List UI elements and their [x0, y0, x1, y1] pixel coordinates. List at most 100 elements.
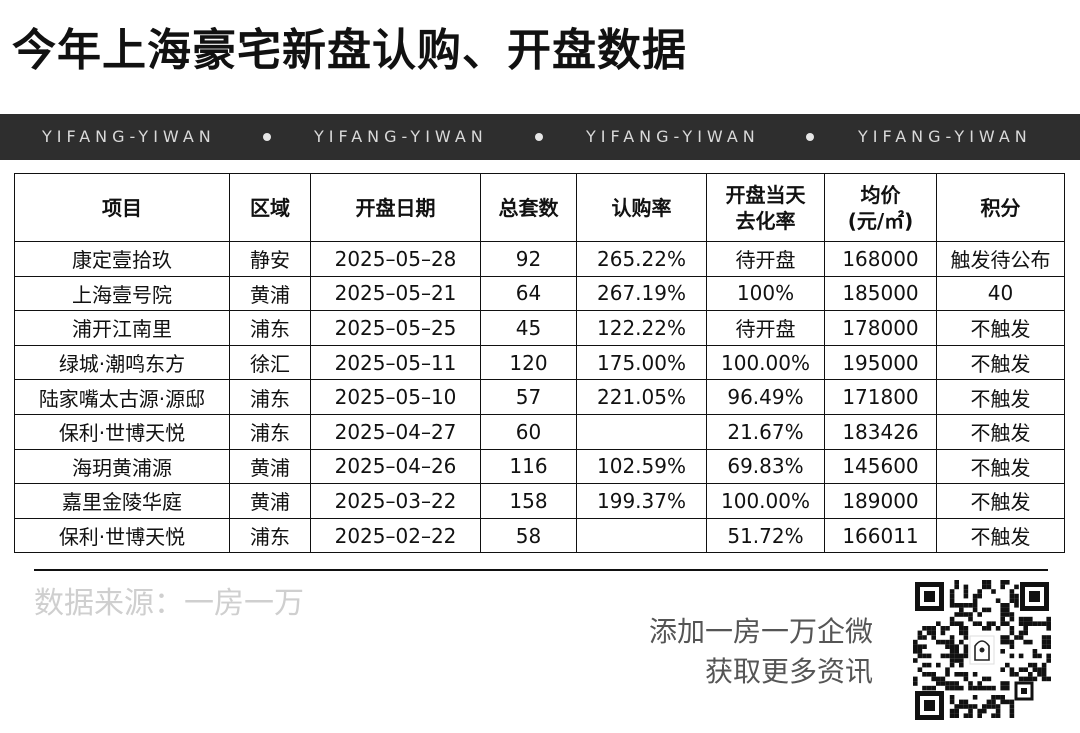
- qr-module: [949, 695, 955, 700]
- table-row: 陆家嘴太古源·源邸 浦东 2025–05–10 57 221.05% 96.49% 1718…: [14, 379, 1065, 415]
- promo-line-2: 获取更多资讯: [704, 655, 873, 688]
- banner-text: YIFANG-YIWAN: [858, 127, 1032, 146]
- qr-module: [922, 662, 927, 668]
- qr-module: [963, 635, 969, 640]
- qr-module: [1041, 644, 1047, 649]
- qr-module: [959, 621, 964, 626]
- brand-banner: YIFANG-YIWAN YIFANG-YIWAN YIFANG-YIWAN Y…: [0, 114, 1080, 160]
- qr-module: [1009, 593, 1015, 599]
- qr-module: [1000, 603, 1005, 608]
- qr-module: [1037, 672, 1042, 677]
- qr-module: [1014, 635, 1019, 640]
- header-avg-price-line2: (元/㎡): [847, 208, 914, 233]
- qr-module: [963, 676, 969, 682]
- qr-module: [963, 649, 969, 654]
- qr-module: [972, 607, 978, 613]
- qr-module: [1041, 662, 1047, 668]
- cell-open-date: 2025–05–11: [310, 344, 481, 381]
- qr-module: [926, 662, 932, 668]
- cell-sellthrough: 100.00%: [706, 483, 825, 519]
- cell-district: 浦东: [229, 310, 311, 346]
- qr-module: [926, 685, 932, 691]
- cell-avg-price: 183426: [824, 413, 937, 450]
- cell-subscription-rate: 199.37%: [576, 483, 707, 519]
- qr-module: [949, 699, 955, 705]
- qr-module: [1005, 607, 1010, 613]
- qr-module: [949, 635, 955, 640]
- qr-module: [1009, 639, 1015, 645]
- cell-district: 徐汇: [229, 344, 311, 381]
- qr-module: [1014, 593, 1019, 599]
- cell-score: 触发待公布: [936, 241, 1065, 277]
- qr-module: [949, 649, 955, 654]
- qr-module: [922, 626, 927, 631]
- qr-module: [995, 598, 1001, 603]
- cell-project: 海玥黄浦源: [14, 448, 230, 485]
- qr-module: [1018, 667, 1024, 672]
- table-row: 绿城·潮鸣东方 徐汇 2025–05–11 120 175.00% 100.00% 1950…: [14, 344, 1065, 381]
- qr-module: [959, 626, 964, 631]
- qr-module: [945, 681, 950, 686]
- qr-module: [954, 603, 959, 608]
- qr-module: [1046, 616, 1051, 622]
- qr-module: [959, 662, 964, 668]
- cell-sellthrough: 51.72%: [706, 517, 825, 554]
- qr-module: [1041, 621, 1047, 626]
- cell-total-units: 116: [480, 448, 577, 485]
- qr-module: [1046, 644, 1051, 649]
- cell-district: 黄浦: [229, 275, 311, 312]
- qr-module: [1009, 699, 1015, 705]
- header-avg-price: 均价 (元/㎡): [824, 173, 937, 242]
- qr-module: [949, 685, 955, 691]
- qr-module: [1005, 639, 1010, 645]
- qr-module: [982, 626, 987, 631]
- banner-dot-icon: [806, 133, 814, 141]
- table-row: 保利·世博天悦 浦东 2025–02–22 58 51.72% 166011 不触发: [14, 517, 1065, 554]
- qr-module: [940, 681, 946, 686]
- qr-module: [1023, 639, 1028, 645]
- qr-module: [954, 584, 959, 590]
- qr-module: [954, 704, 959, 709]
- qr-module: [922, 644, 927, 649]
- table-body: 康定壹拾玖 静安 2025–05–28 92 265.22% 待开盘 168000 触发待公布…: [14, 241, 1065, 554]
- cell-subscription-rate: 265.22%: [576, 241, 707, 277]
- qr-module: [1046, 626, 1051, 631]
- qr-module: [1028, 662, 1033, 668]
- header-avg-price-line1: 均价: [860, 182, 901, 207]
- table-header-row: 项目 区域 开盘日期 总套数 认购率 开盘当天 去化率 均价 (元/㎡) 积分: [14, 173, 1065, 242]
- qr-module: [949, 708, 955, 714]
- qr-module: [936, 662, 941, 668]
- qr-module: [991, 713, 996, 718]
- qr-module: [1041, 676, 1047, 682]
- qr-module: [936, 681, 941, 686]
- qr-module: [1023, 676, 1028, 682]
- qr-module: [972, 593, 978, 599]
- qr-module: [1000, 580, 1005, 585]
- qr-module: [963, 589, 969, 594]
- page-title: 今年上海豪宅新盘认购、开盘数据: [12, 25, 687, 76]
- qr-module: [931, 685, 936, 691]
- cell-total-units: 45: [480, 310, 577, 346]
- qr-module: [991, 589, 996, 594]
- qr-module: [963, 704, 969, 709]
- qr-module: [963, 626, 969, 631]
- qr-module: [949, 713, 955, 718]
- table-row: 保利·世博天悦 浦东 2025–04–27 60 21.67% 183426 不触发: [14, 413, 1065, 450]
- qr-module: [1041, 672, 1047, 677]
- cell-total-units: 120: [480, 344, 577, 381]
- table-row: 海玥黄浦源 黄浦 2025–04–26 116 102.59% 69.83% 145600 不…: [14, 448, 1065, 485]
- qr-module: [1014, 672, 1019, 677]
- qr-module: [963, 699, 969, 705]
- header-sellthrough-line1: 开盘当天: [725, 182, 806, 207]
- footer-divider: [34, 569, 1048, 571]
- qr-module: [913, 676, 918, 682]
- cell-open-date: 2025–05–10: [310, 379, 481, 415]
- table-row: 上海壹号院 黄浦 2025–05–21 64 267.19% 100% 185000 40: [14, 275, 1065, 312]
- qr-module: [945, 626, 950, 631]
- qr-module: [1028, 639, 1033, 645]
- cell-subscription-rate: 221.05%: [576, 379, 707, 415]
- qr-module: [963, 593, 969, 599]
- cell-project: 保利·世博天悦: [14, 413, 230, 450]
- qr-module: [1018, 676, 1024, 682]
- qr-module: [917, 644, 923, 649]
